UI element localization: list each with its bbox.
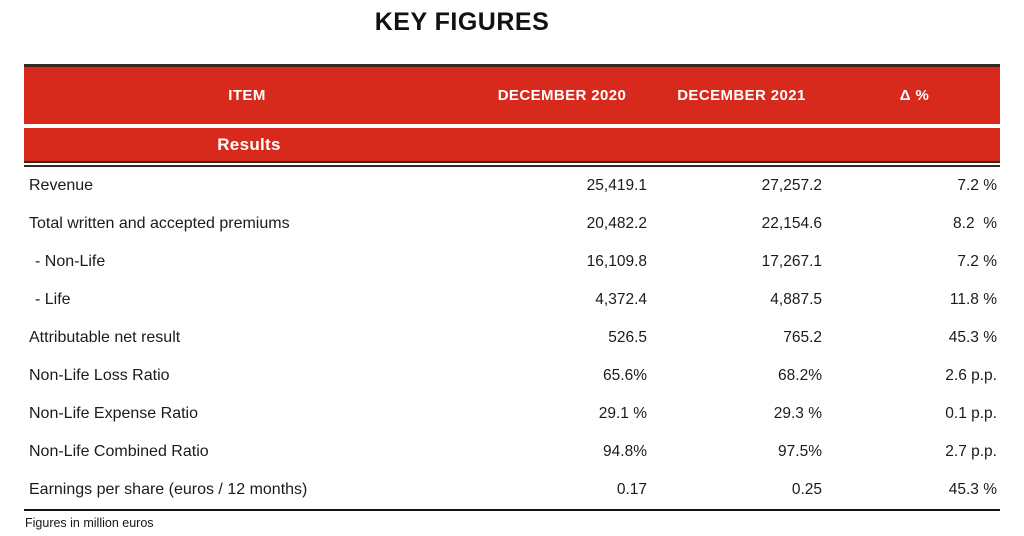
table-header-row: ITEM DECEMBER 2020 DECEMBER 2021 Δ %: [24, 64, 1000, 124]
bottom-rule: [24, 509, 1000, 511]
value-dec-2021: 0.25: [654, 471, 829, 509]
value-dec-2020: 4,372.4: [470, 281, 654, 319]
row-label: - Non-Life: [24, 243, 470, 281]
value-dec-2020: 0.17: [470, 471, 654, 509]
value-delta: 11.8 %: [829, 281, 1000, 319]
table-row: - Non-Life 16,109.8 17,267.1 7.2 %: [24, 243, 1000, 281]
key-figures-table-wrap: ITEM DECEMBER 2020 DECEMBER 2021 Δ % Res…: [24, 64, 1000, 530]
table-row: Total written and accepted premiums 20,4…: [24, 205, 1000, 243]
value-dec-2021: 97.5%: [654, 433, 829, 471]
value-dec-2021: 765.2: [654, 319, 829, 357]
key-figures-table: ITEM DECEMBER 2020 DECEMBER 2021 Δ % Res…: [24, 64, 1000, 509]
col-header-december-2021: DECEMBER 2021: [654, 64, 829, 124]
table-row: - Life 4,372.4 4,887.5 11.8 %: [24, 281, 1000, 319]
table-row: Revenue 25,419.1 27,257.2 7.2 %: [24, 167, 1000, 205]
value-delta: 2.6 p.p.: [829, 357, 1000, 395]
header-gap-cell: [24, 124, 1000, 128]
value-delta: 0.1 p.p.: [829, 395, 1000, 433]
row-label: Non-Life Expense Ratio: [24, 395, 470, 433]
footnote: Figures in million euros: [25, 516, 154, 530]
section-row-results: Results: [24, 128, 1000, 161]
value-dec-2020: 94.8%: [470, 433, 654, 471]
row-label: Non-Life Loss Ratio: [24, 357, 470, 395]
value-dec-2020: 16,109.8: [470, 243, 654, 281]
double-rule-cell: [24, 161, 1000, 167]
double-rule: [24, 161, 1000, 167]
value-dec-2020: 25,419.1: [470, 167, 654, 205]
table-row: Attributable net result 526.5 765.2 45.3…: [24, 319, 1000, 357]
col-header-delta-percent: Δ %: [829, 64, 1000, 124]
value-delta: 45.3 %: [829, 319, 1000, 357]
row-label: Earnings per share (euros / 12 months): [24, 471, 470, 509]
value-delta: 7.2 %: [829, 167, 1000, 205]
value-dec-2021: 17,267.1: [654, 243, 829, 281]
value-delta: 45.3 %: [829, 471, 1000, 509]
row-label: Attributable net result: [24, 319, 470, 357]
value-delta: 2.7 p.p.: [829, 433, 1000, 471]
value-dec-2021: 22,154.6: [654, 205, 829, 243]
value-delta: 7.2 %: [829, 243, 1000, 281]
section-cell: Results: [24, 128, 1000, 161]
col-header-item: ITEM: [24, 64, 470, 124]
value-dec-2021: 4,887.5: [654, 281, 829, 319]
value-dec-2021: 29.3 %: [654, 395, 829, 433]
value-dec-2020: 29.1 %: [470, 395, 654, 433]
table-row: Non-Life Loss Ratio 65.6% 68.2% 2.6 p.p.: [24, 357, 1000, 395]
value-dec-2021: 27,257.2: [654, 167, 829, 205]
header-gap: [24, 124, 1000, 128]
value-dec-2020: 526.5: [470, 319, 654, 357]
table-row: Non-Life Combined Ratio 94.8% 97.5% 2.7 …: [24, 433, 1000, 471]
row-label: - Life: [24, 281, 470, 319]
value-dec-2020: 65.6%: [470, 357, 654, 395]
row-label: Non-Life Combined Ratio: [24, 433, 470, 471]
section-label: Results: [217, 134, 281, 154]
table-row: Non-Life Expense Ratio 29.1 % 29.3 % 0.1…: [24, 395, 1000, 433]
value-delta: 8.2 %: [829, 205, 1000, 243]
value-dec-2020: 20,482.2: [470, 205, 654, 243]
value-dec-2021: 68.2%: [654, 357, 829, 395]
col-header-december-2020: DECEMBER 2020: [470, 64, 654, 124]
table-row: Earnings per share (euros / 12 months) 0…: [24, 471, 1000, 509]
row-label: Total written and accepted premiums: [24, 205, 470, 243]
row-label: Revenue: [24, 167, 470, 205]
page-title: KEY FIGURES: [374, 8, 550, 36]
